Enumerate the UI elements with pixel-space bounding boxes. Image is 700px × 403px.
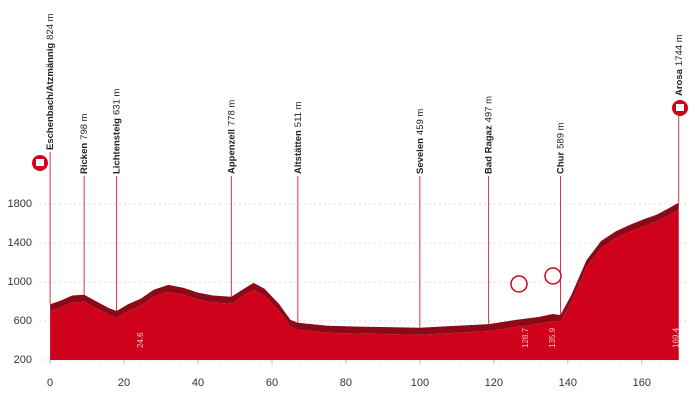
elevation-area bbox=[50, 209, 679, 360]
sprint-icon bbox=[510, 275, 528, 293]
icons bbox=[32, 100, 688, 293]
y-tick-label: 200 bbox=[14, 354, 32, 366]
x-tick-label: 120 bbox=[485, 377, 503, 389]
waypoint-name: Arosa bbox=[673, 68, 684, 96]
waypoint-label: Lichtensteig 631 m bbox=[111, 89, 122, 174]
waypoint-elevation: 1744 m bbox=[673, 34, 684, 66]
waypoint-label: Altstätten 511 m bbox=[292, 101, 303, 174]
y-tick-label: 1400 bbox=[8, 237, 32, 249]
waypoint-elevation: 824 m bbox=[45, 13, 56, 39]
waypoint-label: Sevelen 459 m bbox=[414, 109, 425, 174]
x-tick-label: 140 bbox=[559, 377, 577, 389]
waypoint-name: Ricken bbox=[79, 143, 90, 174]
x-tick-label: 40 bbox=[192, 377, 204, 389]
waypoint-elevation: 497 m bbox=[483, 96, 494, 122]
waypoint-name: Chur bbox=[555, 152, 566, 174]
waypoint-label: Chur 589 m bbox=[555, 122, 566, 174]
y-tick-label: 1800 bbox=[8, 198, 32, 210]
waypoint-elevation: 798 m bbox=[79, 113, 90, 139]
x-tick-label: 80 bbox=[340, 377, 352, 389]
x-tick-label: 0 bbox=[47, 377, 53, 389]
waypoint-name: Appenzell bbox=[226, 129, 237, 174]
start-flag bbox=[36, 159, 44, 166]
x-tick-label: 20 bbox=[118, 377, 130, 389]
km-marker: 135.9 bbox=[548, 327, 557, 348]
finish-flag bbox=[676, 104, 684, 111]
waypoint-elevation: 511 m bbox=[292, 101, 303, 127]
waypoint-label: Bad Ragaz 497 m bbox=[483, 96, 494, 174]
km-marker: 24.6 bbox=[136, 332, 145, 348]
waypoint-name: Altstätten bbox=[292, 130, 303, 174]
waypoint-elevation: 778 m bbox=[226, 100, 237, 126]
km-marker: 169.4 bbox=[672, 327, 681, 348]
waypoint-elevation: 459 m bbox=[414, 109, 425, 135]
km-marker: 128.7 bbox=[521, 327, 530, 348]
waypoint-name: Lichtensteig bbox=[111, 118, 122, 174]
waypoint-elevation: 631 m bbox=[111, 89, 122, 115]
waypoint-label: Eschenbach/Atzmännig 824 m bbox=[45, 13, 56, 150]
waypoint-name: Eschenbach/Atzmännig bbox=[45, 43, 56, 150]
plot: 24.6 128.7 135.9 169.4 Eschenbach/Atzmännig 8… bbox=[45, 13, 684, 360]
waypoint-name: Sevelen bbox=[414, 138, 425, 174]
waypoint-elevation: 589 m bbox=[555, 122, 566, 148]
y-tick-label: 600 bbox=[14, 315, 32, 327]
waypoint-name: Bad Ragaz bbox=[483, 125, 494, 174]
sprint-icon bbox=[544, 267, 562, 285]
x-tick-label: 60 bbox=[266, 377, 278, 389]
waypoint-label: Appenzell 778 m bbox=[226, 100, 237, 174]
x-tick-label: 160 bbox=[633, 377, 651, 389]
waypoint-label: Arosa 1744 m bbox=[673, 34, 684, 96]
y-tick-label: 1000 bbox=[8, 276, 32, 288]
waypoint-label: Ricken 798 m bbox=[79, 113, 90, 174]
x-tick-label: 100 bbox=[411, 377, 429, 389]
